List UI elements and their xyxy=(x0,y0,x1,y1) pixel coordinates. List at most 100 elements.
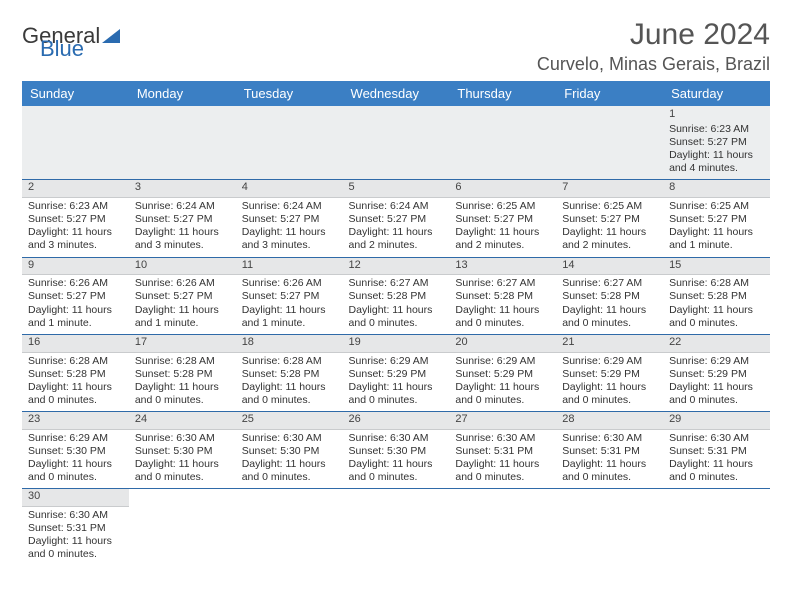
calendar-row: 2 Sunrise: 6:23 AMSunset: 5:27 PMDaylight… xyxy=(22,180,770,257)
calendar-cell: 24Sunrise: 6:30 AMSunset: 5:30 PMDayligh… xyxy=(129,412,236,489)
daylight-text: Daylight: 11 hours and 1 minute. xyxy=(135,304,230,330)
calendar-cell: 30 Sunrise: 6:30 AMSunset: 5:31 PMDayligh… xyxy=(22,489,129,566)
sunset-text: Sunset: 5:27 PM xyxy=(669,136,764,149)
calendar-cell: 12Sunrise: 6:27 AMSunset: 5:28 PMDayligh… xyxy=(343,257,450,334)
calendar-cell xyxy=(556,106,663,180)
daylight-text: Daylight: 11 hours and 3 minutes. xyxy=(28,226,123,252)
daylight-text: Daylight: 11 hours and 0 minutes. xyxy=(455,458,550,484)
day-number: 17 xyxy=(135,336,230,350)
sunset-text: Sunset: 5:31 PM xyxy=(669,445,764,458)
day-details: Sunrise: 6:29 AMSunset: 5:29 PMDaylight:… xyxy=(349,355,444,408)
day-details: Sunrise: 6:30 AMSunset: 5:31 PMDaylight:… xyxy=(455,432,550,485)
day-details: Sunrise: 6:28 AMSunset: 5:28 PMDaylight:… xyxy=(669,277,764,330)
day-details: Sunrise: 6:25 AMSunset: 5:27 PMDaylight:… xyxy=(562,200,657,253)
day-header: Tuesday xyxy=(236,81,343,106)
sunrise-text: Sunrise: 6:27 AM xyxy=(349,277,444,290)
sunset-text: Sunset: 5:29 PM xyxy=(349,368,444,381)
daylight-text: Daylight: 11 hours and 0 minutes. xyxy=(135,458,230,484)
sunset-text: Sunset: 5:27 PM xyxy=(562,213,657,226)
day-number: 25 xyxy=(242,413,337,427)
sunrise-text: Sunrise: 6:29 AM xyxy=(562,355,657,368)
sunrise-text: Sunrise: 6:30 AM xyxy=(28,509,123,522)
day-number: 30 xyxy=(28,490,123,504)
sunrise-text: Sunrise: 6:29 AM xyxy=(28,432,123,445)
day-number: 18 xyxy=(242,336,337,350)
calendar-cell: 28Sunrise: 6:30 AMSunset: 5:31 PMDayligh… xyxy=(556,412,663,489)
day-number: 28 xyxy=(562,413,657,427)
calendar-cell: 23Sunrise: 6:29 AMSunset: 5:30 PMDayligh… xyxy=(22,412,129,489)
calendar-cell xyxy=(343,106,450,180)
calendar-cell xyxy=(343,489,450,566)
day-number: 16 xyxy=(28,336,123,350)
month-title: June 2024 xyxy=(537,18,770,52)
calendar-cell: 10Sunrise: 6:26 AMSunset: 5:27 PMDayligh… xyxy=(129,257,236,334)
day-details: Sunrise: 6:26 AMSunset: 5:27 PMDaylight:… xyxy=(242,277,337,330)
day-number: 29 xyxy=(669,413,764,427)
daylight-text: Daylight: 11 hours and 0 minutes. xyxy=(669,381,764,407)
day-details: Sunrise: 6:30 AMSunset: 5:30 PMDaylight:… xyxy=(242,432,337,485)
daylight-text: Daylight: 11 hours and 0 minutes. xyxy=(28,535,123,561)
sunrise-text: Sunrise: 6:24 AM xyxy=(135,200,230,213)
calendar-cell xyxy=(129,106,236,180)
calendar-cell xyxy=(22,106,129,180)
day-number: 3 xyxy=(135,181,230,195)
sunrise-text: Sunrise: 6:28 AM xyxy=(28,355,123,368)
sunset-text: Sunset: 5:27 PM xyxy=(455,213,550,226)
sunrise-text: Sunrise: 6:25 AM xyxy=(562,200,657,213)
sunset-text: Sunset: 5:27 PM xyxy=(135,290,230,303)
sunrise-text: Sunrise: 6:26 AM xyxy=(28,277,123,290)
sunset-text: Sunset: 5:27 PM xyxy=(28,213,123,226)
day-details: Sunrise: 6:23 AMSunset: 5:27 PMDaylight:… xyxy=(28,200,123,253)
calendar-cell: 18Sunrise: 6:28 AMSunset: 5:28 PMDayligh… xyxy=(236,334,343,411)
daylight-text: Daylight: 11 hours and 3 minutes. xyxy=(242,226,337,252)
day-details: Sunrise: 6:30 AMSunset: 5:31 PMDaylight:… xyxy=(28,509,123,562)
daylight-text: Daylight: 11 hours and 0 minutes. xyxy=(349,381,444,407)
calendar-cell: 14Sunrise: 6:27 AMSunset: 5:28 PMDayligh… xyxy=(556,257,663,334)
sunset-text: Sunset: 5:31 PM xyxy=(28,522,123,535)
day-number: 8 xyxy=(669,181,764,195)
sunset-text: Sunset: 5:27 PM xyxy=(242,213,337,226)
daylight-text: Daylight: 11 hours and 1 minute. xyxy=(28,304,123,330)
day-details: Sunrise: 6:30 AMSunset: 5:31 PMDaylight:… xyxy=(669,432,764,485)
location-subtitle: Curvelo, Minas Gerais, Brazil xyxy=(537,54,770,75)
day-details: Sunrise: 6:28 AMSunset: 5:28 PMDaylight:… xyxy=(28,355,123,408)
sunrise-text: Sunrise: 6:28 AM xyxy=(242,355,337,368)
sunrise-text: Sunrise: 6:26 AM xyxy=(242,277,337,290)
sunrise-text: Sunrise: 6:29 AM xyxy=(349,355,444,368)
calendar-cell: 3Sunrise: 6:24 AMSunset: 5:27 PMDaylight… xyxy=(129,180,236,257)
day-details: Sunrise: 6:28 AMSunset: 5:28 PMDaylight:… xyxy=(135,355,230,408)
calendar-cell: 6Sunrise: 6:25 AMSunset: 5:27 PMDaylight… xyxy=(449,180,556,257)
sunrise-text: Sunrise: 6:24 AM xyxy=(349,200,444,213)
day-number: 2 xyxy=(28,181,123,195)
day-header: Saturday xyxy=(663,81,770,106)
day-details: Sunrise: 6:29 AMSunset: 5:30 PMDaylight:… xyxy=(28,432,123,485)
calendar-cell xyxy=(449,106,556,180)
day-details: Sunrise: 6:30 AMSunset: 5:30 PMDaylight:… xyxy=(349,432,444,485)
sunrise-text: Sunrise: 6:27 AM xyxy=(562,277,657,290)
day-header-row: Sunday Monday Tuesday Wednesday Thursday… xyxy=(22,81,770,106)
calendar-cell: 19Sunrise: 6:29 AMSunset: 5:29 PMDayligh… xyxy=(343,334,450,411)
day-number: 24 xyxy=(135,413,230,427)
sunrise-text: Sunrise: 6:24 AM xyxy=(242,200,337,213)
day-details: Sunrise: 6:29 AMSunset: 5:29 PMDaylight:… xyxy=(669,355,764,408)
daylight-text: Daylight: 11 hours and 0 minutes. xyxy=(669,458,764,484)
calendar-cell: 8Sunrise: 6:25 AMSunset: 5:27 PMDaylight… xyxy=(663,180,770,257)
sunrise-text: Sunrise: 6:30 AM xyxy=(455,432,550,445)
sunset-text: Sunset: 5:27 PM xyxy=(28,290,123,303)
calendar-row: 30 Sunrise: 6:30 AMSunset: 5:31 PMDayligh… xyxy=(22,489,770,566)
sunset-text: Sunset: 5:27 PM xyxy=(349,213,444,226)
calendar-cell xyxy=(129,489,236,566)
sunrise-text: Sunrise: 6:29 AM xyxy=(669,355,764,368)
calendar-cell: 7Sunrise: 6:25 AMSunset: 5:27 PMDaylight… xyxy=(556,180,663,257)
sunset-text: Sunset: 5:28 PM xyxy=(349,290,444,303)
day-number: 1 xyxy=(669,108,764,122)
day-header: Thursday xyxy=(449,81,556,106)
title-block: June 2024 Curvelo, Minas Gerais, Brazil xyxy=(537,18,770,75)
calendar-cell: 29 Sunrise: 6:30 AMSunset: 5:31 PMDayligh… xyxy=(663,412,770,489)
day-number: 11 xyxy=(242,259,337,273)
sunset-text: Sunset: 5:28 PM xyxy=(28,368,123,381)
day-header: Friday xyxy=(556,81,663,106)
logo: General Blue xyxy=(22,26,120,60)
day-number: 27 xyxy=(455,413,550,427)
day-number: 15 xyxy=(669,259,764,273)
